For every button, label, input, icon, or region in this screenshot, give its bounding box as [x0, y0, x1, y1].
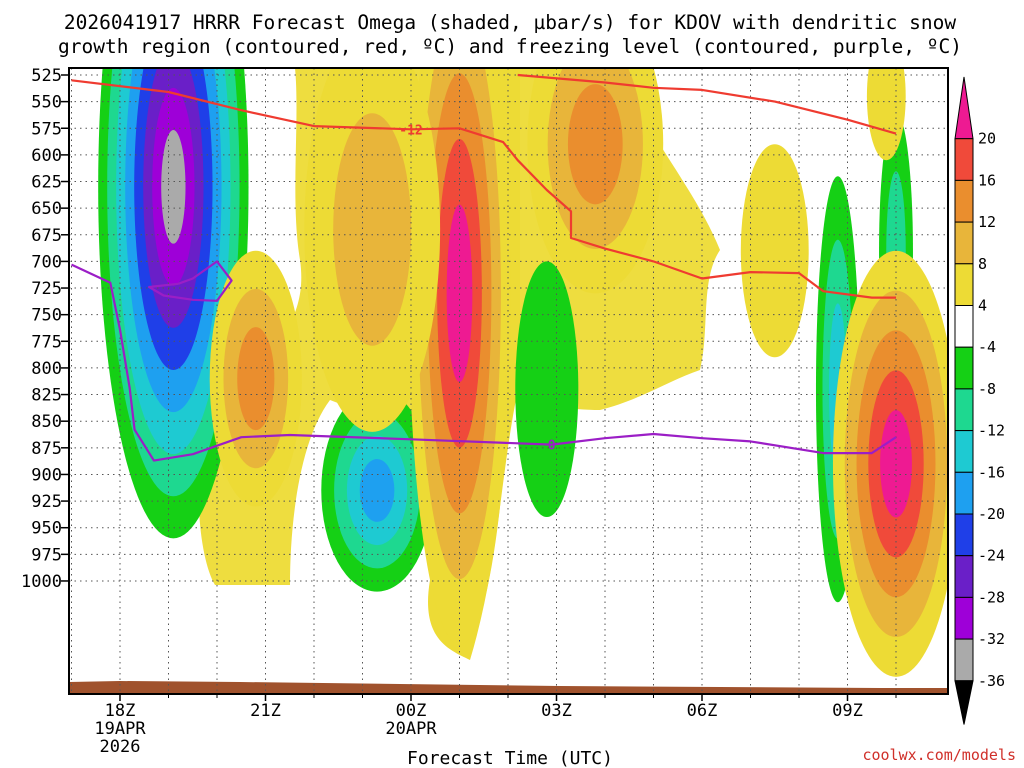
- x-tick-label: 18Z: [105, 701, 136, 721]
- colorbar-segment: [954, 430, 974, 473]
- x-tick-label: 06Z: [687, 701, 718, 721]
- y-axis: 525 550 575 600 625 650 675 700 725 750 775 800 825 8…: [21, 66, 69, 592]
- x-tick-date: 20APR: [385, 719, 437, 739]
- contour-freezing-level: [71, 263, 897, 462]
- y-tick-label: 625: [31, 173, 62, 193]
- colorbar-segment: [954, 555, 974, 598]
- omega-feature-9: [740, 144, 809, 358]
- x-tick-label: 03Z: [541, 701, 572, 721]
- colorbar-segment: [954, 346, 974, 390]
- colorbar: 20 16 12 8 4 -4 -8 -12 -16 -20 -24 -28 -32 -36: [954, 76, 1005, 725]
- surface-terrain: [69, 681, 948, 694]
- colorbar-segment: [954, 638, 974, 682]
- colorbar-cap-top: [954, 76, 974, 140]
- y-tick-label: 550: [31, 93, 62, 113]
- colorbar-segment: [954, 596, 974, 640]
- omega-feature-6: [209, 250, 302, 507]
- colorbar-tick-label: -12: [978, 422, 1005, 440]
- omega-contour-fill: [880, 410, 912, 518]
- y-tick-label: 725: [31, 279, 62, 299]
- y-tick-label: 600: [31, 146, 62, 166]
- y-tick-label: 875: [31, 439, 62, 459]
- colorbar-segment: [954, 471, 974, 515]
- omega-contour-fill: [740, 144, 809, 358]
- y-tick-label: 750: [31, 306, 62, 326]
- colorbar-tick-label: -28: [978, 588, 1005, 606]
- omega-feature-7: [304, 68, 441, 432]
- colorbar-tick-label: 4: [978, 297, 987, 315]
- credit-text: coolwx.com/models: [862, 746, 1016, 764]
- y-tick-label: 850: [31, 412, 62, 432]
- omega-contour-fill: [359, 459, 395, 522]
- x-axis-title: Forecast Time (UTC): [407, 748, 613, 768]
- colorbar-tick-label: -4: [978, 338, 996, 356]
- y-tick-label: 525: [31, 66, 62, 86]
- y-tick-label: 1000: [21, 572, 62, 592]
- colorbar-tick-label: -24: [978, 547, 1005, 565]
- contour-label: -12: [399, 123, 422, 138]
- x-tick-label: 09Z: [832, 701, 863, 721]
- chart-title-line2: growth region (contoured, red, ºC) and f…: [58, 35, 962, 58]
- x-tick-label: 21Z: [250, 701, 281, 721]
- grid: [69, 68, 948, 694]
- omega-feature-10: [832, 250, 948, 677]
- contour-dendritic-growth-region-upper: [517, 73, 897, 135]
- y-tick-label: 825: [31, 386, 62, 406]
- colorbar-segment: [954, 263, 974, 306]
- contour-label: 0: [548, 439, 556, 454]
- omega-contour-fill: [333, 113, 412, 346]
- omega-shading: [98, 68, 948, 677]
- omega-contour-fill: [515, 261, 579, 518]
- chart-title-line1: 2026041917 HRRR Forecast Omega (shaded, …: [64, 11, 956, 34]
- colorbar-tick-label: -16: [978, 463, 1005, 481]
- colorbar-tick-label: 12: [978, 213, 996, 231]
- contours: -12 0: [71, 73, 897, 462]
- colorbar-tick-label: -8: [978, 380, 996, 398]
- x-tick-label: 00Z: [396, 701, 427, 721]
- omega-contour-fill: [161, 130, 186, 244]
- colorbar-segment: [954, 179, 974, 223]
- colorbar-tick-label: -36: [978, 672, 1005, 690]
- y-tick-label: 925: [31, 492, 62, 512]
- colorbar-tick-label: -20: [978, 505, 1005, 523]
- colorbar-segment: [954, 138, 974, 181]
- omega-contour-fill: [567, 84, 623, 205]
- colorbar-segment: [954, 221, 974, 265]
- omega-feature-0: [98, 68, 249, 539]
- x-tick-year: 2026: [100, 737, 141, 757]
- y-tick-label: 900: [31, 465, 62, 485]
- contour-freezing-level-loop: [148, 260, 233, 302]
- colorbar-tick-label: -32: [978, 630, 1005, 648]
- colorbar-tick-label: 16: [978, 171, 996, 189]
- colorbar-tick-label: 20: [978, 130, 996, 148]
- colorbar-tick-label: 8: [978, 255, 987, 273]
- colorbar-segment: [954, 388, 974, 432]
- y-tick-label: 650: [31, 199, 62, 219]
- y-tick-label: 575: [31, 119, 62, 139]
- colorbar-segment: [954, 305, 974, 348]
- colorbar-cap-bottom: [954, 680, 974, 725]
- omega-feature-8: [527, 68, 664, 294]
- y-tick-label: 950: [31, 519, 62, 539]
- y-tick-label: 675: [31, 226, 62, 246]
- y-tick-label: 975: [31, 545, 62, 565]
- colorbar-segment: [954, 513, 974, 557]
- omega-contour-fill: [237, 327, 275, 431]
- y-tick-label: 775: [31, 332, 62, 352]
- y-tick-label: 700: [31, 252, 62, 272]
- x-tick-date: 19APR: [94, 719, 146, 739]
- y-tick-label: 800: [31, 359, 62, 379]
- contour-dendritic-growth-region: [71, 79, 896, 299]
- omega-contour-fill: [446, 204, 473, 383]
- omega-feature-2: [515, 261, 579, 518]
